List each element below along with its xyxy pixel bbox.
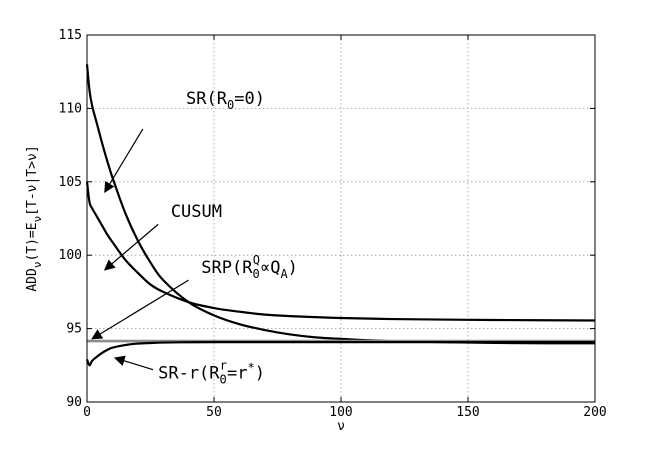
y-tick-label: 90 [66,395,82,410]
annotation-label: SR(R0=0) [186,89,265,112]
annotation: CUSUM [103,202,222,271]
annotation: SR-r(R0r=r*) [113,355,265,387]
y-tick-label: 95 [66,322,82,337]
grid [87,35,595,402]
annotation-arrow [104,128,144,194]
annotation-arrow [103,223,159,271]
y-tick-label: 105 [59,175,82,190]
series-line [85,181,596,322]
plot-frame [86,34,596,403]
annotation: SR(R0=0) [104,89,265,194]
y-tick-label: 115 [59,28,82,43]
x-tick-label: 150 [456,405,479,420]
series-lines [85,64,596,367]
x-tick-label: 100 [329,405,352,420]
x-axis-label: ν [337,419,345,434]
series-line [85,340,595,367]
annotation-label: SR-r(R0r=r*) [158,359,265,387]
annotation-arrow [113,355,154,371]
y-axis-label: ADDν(T)=Eν[T-ν|T>ν] [25,145,44,291]
y-tick-label: 110 [59,101,82,116]
x-tick-label: 50 [206,405,222,420]
axis-ticks: 0 50 100 150 200 90 95 100 105 110 115 [59,28,607,420]
annotation: SRP(R0Q∝QA) [91,253,298,340]
x-tick-label: 0 [83,405,91,420]
annotation-arrow [91,279,189,340]
annotations: SR(R0=0) CUSUM SRP(R0Q∝QA) SR-r(R0r=r*) [91,89,298,387]
y-tick-label: 100 [59,248,82,263]
annotation-label: CUSUM [171,202,222,222]
annotation-label: SRP(R0Q∝QA) [201,253,298,281]
x-tick-label: 200 [583,405,606,420]
